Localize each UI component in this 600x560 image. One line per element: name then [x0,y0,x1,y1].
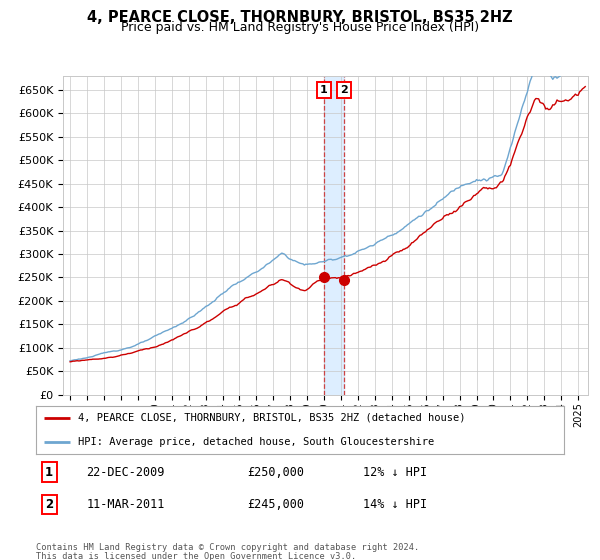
Text: Price paid vs. HM Land Registry's House Price Index (HPI): Price paid vs. HM Land Registry's House … [121,21,479,34]
Text: 14% ↓ HPI: 14% ↓ HPI [364,498,427,511]
Text: HPI: Average price, detached house, South Gloucestershire: HPI: Average price, detached house, Sout… [78,437,434,447]
Text: 11-MAR-2011: 11-MAR-2011 [86,498,164,511]
Text: 12% ↓ HPI: 12% ↓ HPI [364,466,427,479]
Text: Contains HM Land Registry data © Crown copyright and database right 2024.: Contains HM Land Registry data © Crown c… [36,543,419,552]
Bar [323,76,344,395]
Text: 22-DEC-2009: 22-DEC-2009 [86,466,164,479]
Text: 2: 2 [340,85,348,95]
Text: 1: 1 [45,466,53,479]
Text: 2: 2 [45,498,53,511]
Text: 4, PEARCE CLOSE, THORNBURY, BRISTOL, BS35 2HZ: 4, PEARCE CLOSE, THORNBURY, BRISTOL, BS3… [87,10,513,25]
Text: £245,000: £245,000 [247,498,304,511]
Text: £250,000: £250,000 [247,466,304,479]
Text: This data is licensed under the Open Government Licence v3.0.: This data is licensed under the Open Gov… [36,552,356,560]
Text: 1: 1 [320,85,328,95]
Text: 4, PEARCE CLOSE, THORNBURY, BRISTOL, BS35 2HZ (detached house): 4, PEARCE CLOSE, THORNBURY, BRISTOL, BS3… [78,413,466,423]
